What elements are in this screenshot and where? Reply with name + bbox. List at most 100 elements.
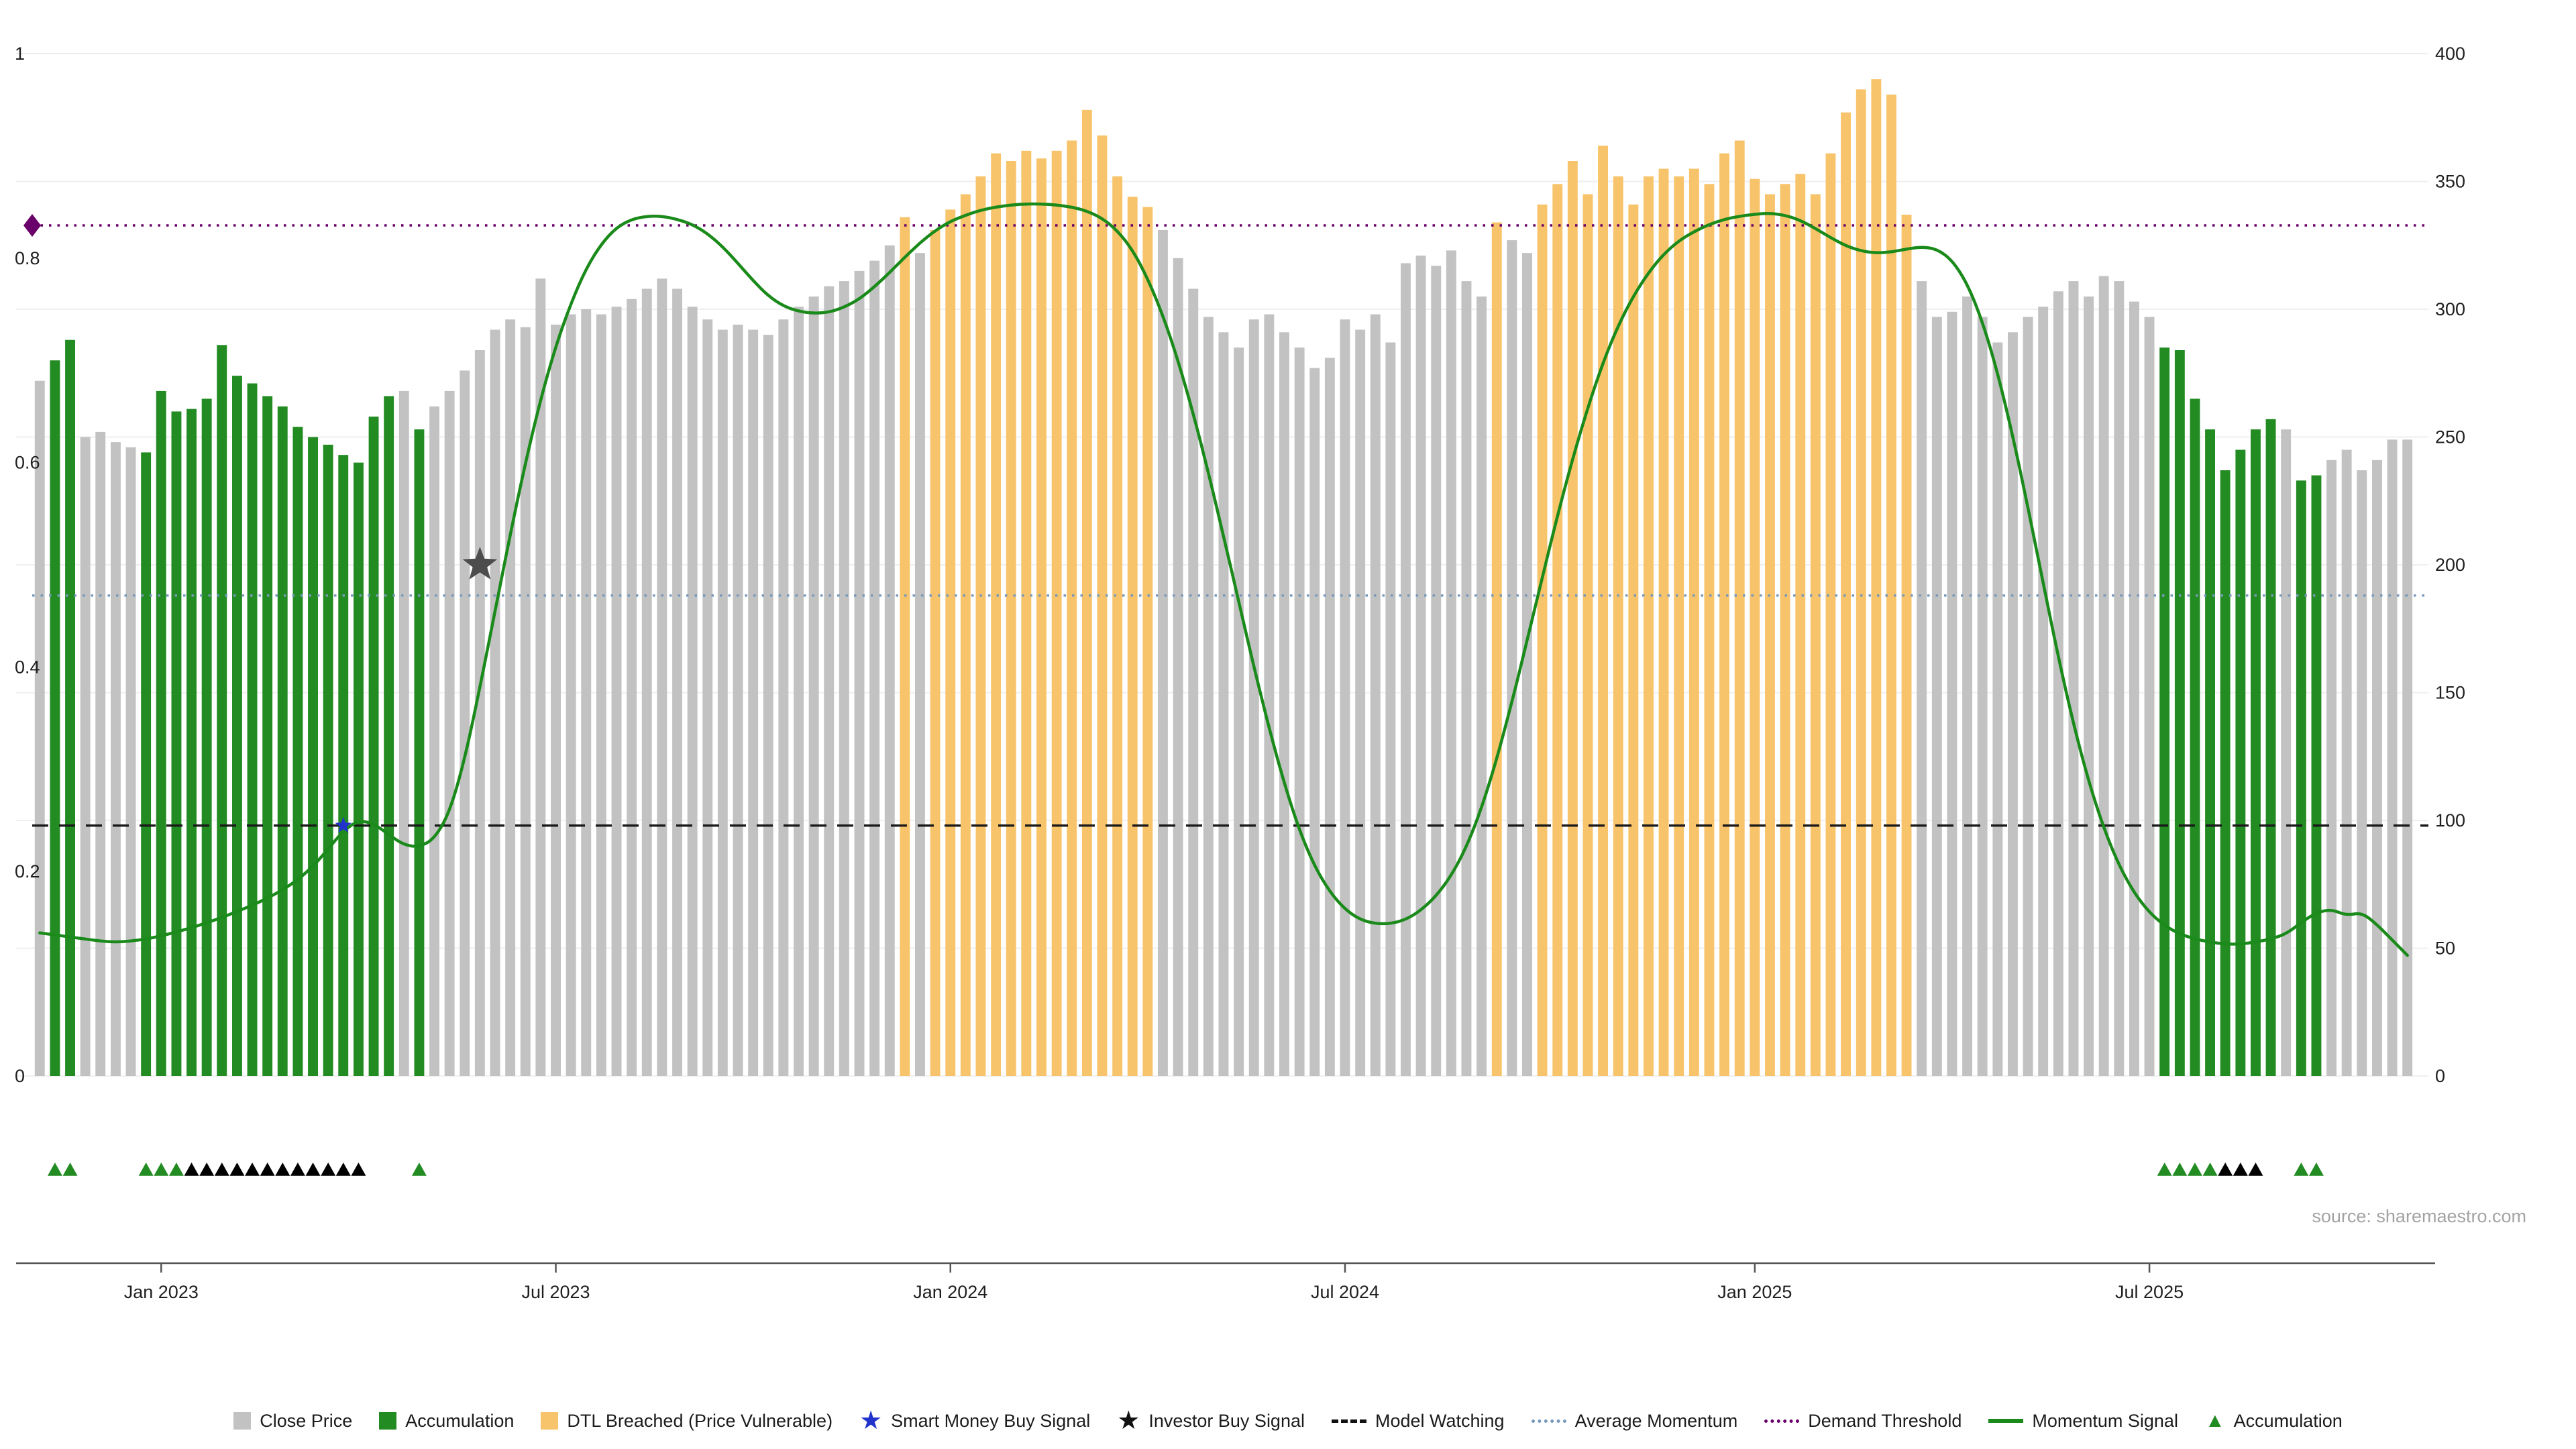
right-axis-tick-label: 400 xyxy=(2435,44,2465,64)
close-price-bar xyxy=(2402,439,2413,1076)
accumulation-bar xyxy=(141,452,152,1076)
investor-buy-signal-star xyxy=(462,547,498,580)
close-price-bar xyxy=(474,350,485,1076)
accumulation-marker xyxy=(168,1163,184,1176)
legend-item-demand-threshold: Demand Threshold xyxy=(1764,1411,1962,1432)
dtl-breached-bar xyxy=(1795,174,1806,1077)
legend-label: Accumulation xyxy=(2233,1410,2343,1431)
dtl-breached-bar xyxy=(1704,184,1715,1076)
close-price-bar xyxy=(687,307,698,1077)
close-price-bar xyxy=(2023,317,2033,1076)
x-axis-tick-label: Jul 2025 xyxy=(2115,1282,2184,1302)
close-price-bar xyxy=(717,329,728,1076)
close-price-bar xyxy=(1415,256,1426,1076)
accumulation-bar xyxy=(2159,347,2170,1076)
accumulation-marker-strong xyxy=(214,1163,229,1176)
close-price-bar xyxy=(748,329,759,1076)
right-axis-tick-label: 150 xyxy=(2435,683,2465,703)
close-price-bar xyxy=(535,278,546,1076)
close-price-bar xyxy=(1203,317,1214,1076)
close-price-bar xyxy=(2144,317,2155,1076)
dtl-breached-bar xyxy=(1780,184,1790,1076)
dtl-breached-bar xyxy=(1021,150,1032,1076)
legend-item-dtl-breached: DTL Breached (Price Vulnerable) xyxy=(541,1411,833,1432)
close-price-bar xyxy=(581,309,592,1076)
accumulation-bar xyxy=(308,437,318,1076)
close-price-bar xyxy=(398,390,409,1076)
accumulation-marker-strong xyxy=(305,1163,321,1176)
close-price-bar xyxy=(2357,470,2367,1076)
close-price-bar xyxy=(2341,449,2352,1076)
accumulation-bar xyxy=(186,409,197,1076)
legend-label: Momentum Signal xyxy=(2032,1410,2178,1431)
right-axis-tick-label: 350 xyxy=(2435,172,2465,192)
close-price-bar xyxy=(2114,281,2125,1077)
close-price-bar xyxy=(794,307,804,1077)
close-price-bar xyxy=(2281,429,2292,1076)
accumulation-marker xyxy=(2294,1163,2309,1176)
legend-label: DTL Breached (Price Vulnerable) xyxy=(567,1410,833,1431)
dtl-breached-bar xyxy=(1582,194,1593,1076)
momentum-line-icon xyxy=(1988,1419,2024,1423)
close-price-bar xyxy=(596,314,606,1077)
right-axis-tick-label: 50 xyxy=(2435,938,2455,959)
legend-item-momentum-signal: Momentum Signal xyxy=(1988,1411,2178,1432)
legend-label: Close Price xyxy=(260,1410,353,1431)
dtl-breached-bar xyxy=(1127,197,1138,1076)
accumulation-bar xyxy=(323,444,333,1076)
close-price-bar xyxy=(1264,314,1275,1077)
close-price-bar xyxy=(1324,358,1335,1076)
close-price-bar xyxy=(551,324,561,1076)
accumulation-bar xyxy=(50,360,60,1077)
accumulation-bar xyxy=(2220,470,2231,1076)
left-axis-tick-label: 1 xyxy=(15,44,25,64)
close-price-bar xyxy=(1218,332,1229,1076)
accumulation-marker xyxy=(2308,1163,2324,1176)
dtl-breached-bar xyxy=(1006,161,1016,1076)
close-price-bar xyxy=(429,406,439,1076)
dtl-breached-bar xyxy=(1644,176,1654,1076)
close-price-bar xyxy=(1173,258,1183,1076)
close-price-bar xyxy=(1294,347,1305,1076)
close-price-bar xyxy=(1947,311,1957,1076)
accumulation-marker-strong xyxy=(2218,1163,2233,1176)
close-price-bar xyxy=(884,245,895,1077)
dtl-breached-swatch-icon xyxy=(541,1412,559,1430)
legend-label: Model Watching xyxy=(1375,1410,1505,1431)
close-price-bar xyxy=(2084,297,2094,1076)
close-price-bar xyxy=(1309,368,1320,1076)
close-price-bar xyxy=(1446,250,1456,1076)
dtl-breached-bar xyxy=(1688,168,1699,1076)
dtl-breached-bar xyxy=(1628,204,1639,1076)
accumulation-marker-strong xyxy=(245,1163,260,1176)
close-price-bar xyxy=(915,253,925,1077)
close-price-bar xyxy=(1962,297,1972,1076)
close-price-bar xyxy=(1248,319,1259,1077)
accumulation-marker-strong xyxy=(290,1163,305,1176)
accumulation-bar xyxy=(384,396,394,1076)
close-price-bar xyxy=(1931,317,1942,1076)
momentum-signal-line xyxy=(38,202,2409,957)
close-price-bar xyxy=(778,319,789,1077)
dtl-breached-bar xyxy=(945,209,956,1076)
close-price-bar xyxy=(854,270,865,1076)
source-attribution: source: sharemaestro.com xyxy=(2312,1206,2526,1226)
dtl-breached-bar xyxy=(975,176,986,1076)
accumulation-bar xyxy=(277,406,288,1076)
accumulation-marker xyxy=(411,1163,427,1176)
right-axis-tick-label: 200 xyxy=(2435,555,2465,575)
dtl-breached-bar xyxy=(1658,168,1669,1076)
dtl-breached-bar xyxy=(1067,140,1077,1076)
close-price-bar xyxy=(1279,332,1289,1076)
right-axis-tick-label: 250 xyxy=(2435,427,2465,447)
dtl-breached-bar xyxy=(1491,222,1502,1076)
legend-item-investor-buy-signal: ★ Investor Buy Signal xyxy=(1117,1408,1305,1434)
smart-money-buy-signal-star xyxy=(335,816,352,833)
x-axis-tick-label: Jan 2025 xyxy=(1717,1282,1792,1302)
close-price-bar xyxy=(80,437,91,1076)
close-price-bar xyxy=(490,329,500,1076)
close-price-bar xyxy=(641,288,652,1076)
close-price-bar xyxy=(2129,301,2139,1077)
right-axis-tick-label: 100 xyxy=(2435,810,2465,830)
